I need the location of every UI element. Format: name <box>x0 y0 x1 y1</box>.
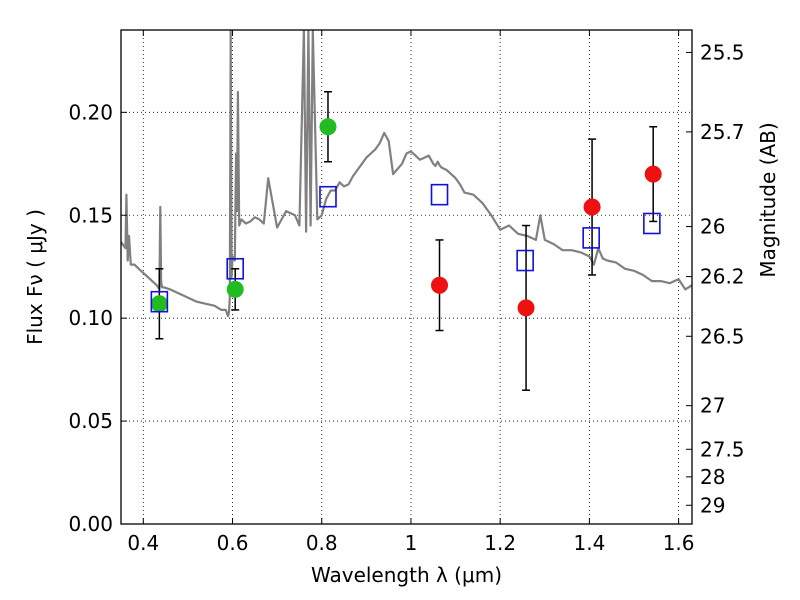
model-band-square <box>516 249 534 272</box>
y-tick-label: 0.10 <box>68 306 113 330</box>
plot-area <box>121 30 692 391</box>
x-tick-label: 1.4 <box>573 531 605 555</box>
mag-tick-label: 27.5 <box>700 437 745 461</box>
mag-tick-label: 25.7 <box>700 120 745 144</box>
x-axis-label: Wavelength λ (μm) <box>311 563 502 587</box>
x-tick-label: 1.2 <box>484 531 516 555</box>
model-band-square <box>430 183 449 206</box>
x-tick-label: 1.6 <box>663 531 695 555</box>
photometry-point <box>431 276 449 294</box>
mag-tick-label: 26.2 <box>700 265 745 289</box>
photometry-point <box>319 118 337 136</box>
mag-tick-label: 27 <box>700 394 725 418</box>
y-axis-label: Flux Fν ( μJy ) <box>23 209 47 345</box>
y-tick-label: 0.00 <box>68 512 113 536</box>
mag-tick-label: 28 <box>700 465 725 489</box>
y-tick-label: 0.15 <box>68 203 113 227</box>
model-band-square <box>643 212 661 235</box>
y-tick-label: 0.05 <box>68 409 113 433</box>
y-tick-label: 0.20 <box>68 100 113 124</box>
ticks: 0.4 0.6 0.8 1 1.2 1.4 1.6 0.00 0.05 0.10 0.15 0.20 2… <box>68 30 745 555</box>
sed-model-line <box>121 30 692 318</box>
mag-tick-label: 29 <box>700 493 725 517</box>
mag-tick-label: 26 <box>700 215 725 239</box>
y2-axis-label: Magnitude (AB) <box>756 122 780 277</box>
model-band-square <box>582 227 600 249</box>
photometry-point <box>150 295 168 313</box>
photometry-point <box>583 198 601 216</box>
photometry-point <box>226 280 244 298</box>
model-band-square <box>150 290 169 313</box>
x-tick-label: 0.6 <box>217 531 249 555</box>
model-band-square <box>226 257 244 280</box>
x-tick-label: 1 <box>405 531 418 555</box>
mag-tick-label: 26.5 <box>700 324 745 348</box>
x-tick-label: 0.4 <box>127 531 159 555</box>
photometry-point <box>517 299 535 317</box>
photometry-point <box>644 165 662 183</box>
mag-tick-label: 25.5 <box>700 40 745 64</box>
model-band-square <box>319 185 337 208</box>
x-tick-label: 0.8 <box>306 531 338 555</box>
